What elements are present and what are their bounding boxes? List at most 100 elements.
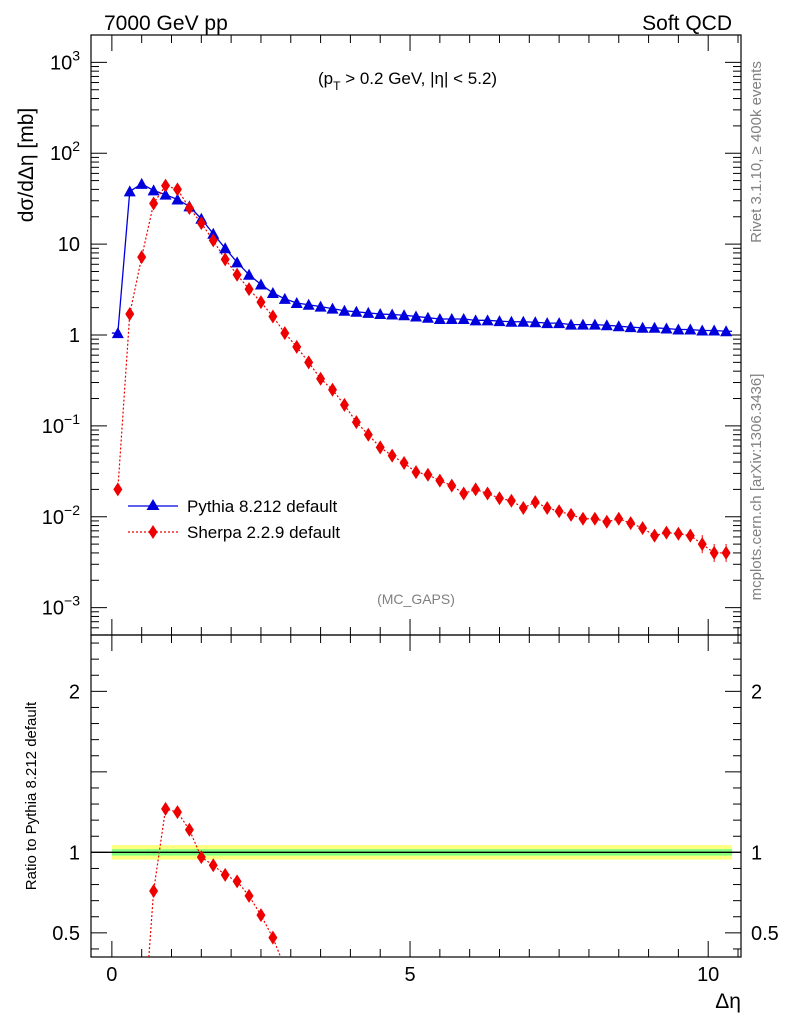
mcplots-label: mcplots.cern.ch [arXiv:1306.3436]: [748, 374, 765, 601]
y-tick-label-base: 10: [42, 507, 64, 529]
x-tick-label: 5: [404, 964, 415, 986]
pythia-point: [517, 315, 530, 327]
sherpa-point: [113, 482, 123, 497]
sherpa-point: [220, 252, 230, 267]
sherpa-point: [280, 326, 290, 341]
sherpa-point: [554, 504, 564, 519]
sherpa-ratio-point: [161, 801, 171, 816]
y-tick-label-exponent: −2: [64, 502, 80, 518]
y-tick-label-main: 10: [58, 234, 80, 256]
y-tick-label-base: 10: [50, 52, 72, 74]
sherpa-point: [351, 415, 361, 430]
y-axis-title-main: dσ/dΔη [mb]: [15, 108, 38, 223]
y-tick-label-main: 10−2: [42, 502, 80, 529]
sherpa-point: [172, 182, 182, 197]
pythia-point: [481, 314, 494, 326]
sherpa-point: [566, 507, 576, 522]
pythia-point: [386, 308, 399, 320]
y-tick-label-main: 10−1: [42, 411, 80, 438]
y-tick-label-base: 10: [58, 234, 80, 256]
sherpa-ratio-point: [184, 822, 194, 837]
sherpa-point: [339, 397, 349, 412]
sherpa-point: [137, 250, 147, 265]
y-tick-label-base: 10: [50, 143, 72, 165]
header-collision-label: 7000 GeV pp: [104, 12, 228, 35]
pythia-point: [445, 312, 458, 324]
pythia-point: [254, 278, 267, 290]
sherpa-point: [304, 355, 314, 370]
header-process-label: Soft QCD: [642, 12, 732, 35]
sherpa-point: [435, 473, 445, 488]
pythia-point: [135, 177, 148, 189]
main-panel-frame: [90, 34, 742, 636]
y-tick-label-ratio-right: 2: [751, 681, 762, 703]
sherpa-point: [375, 440, 385, 455]
sherpa-ratio-point: [244, 888, 254, 903]
pythia-point: [493, 315, 506, 327]
pythia-point: [600, 319, 613, 331]
pythia-point: [243, 268, 256, 280]
sherpa-point: [232, 267, 242, 282]
y-tick-label-ratio-right: 0.5: [751, 923, 779, 945]
y-tick-label-exponent: 3: [72, 47, 80, 63]
sherpa-point: [363, 427, 373, 442]
legend-pythia-marker: [146, 499, 160, 510]
x-tick-label: 10: [697, 964, 719, 986]
pythia-point: [457, 312, 470, 324]
ratio-uncertainty-band: [91, 845, 741, 860]
cut-text-rest: > 0.2 GeV, |η| < 5.2): [340, 69, 497, 88]
pythia-point: [314, 300, 327, 312]
pythia-point: [708, 324, 721, 336]
sherpa-point: [387, 448, 397, 463]
sherpa-point: [650, 528, 660, 543]
sherpa-point: [447, 478, 457, 493]
y-tick-label-ratio-right: 1: [751, 842, 762, 864]
y-tick-label-ratio-left: 1: [69, 842, 80, 864]
sherpa-point: [530, 495, 540, 510]
y-tick-label-ratio-left: 0.5: [52, 923, 80, 945]
legend-sherpa-marker: [148, 525, 158, 539]
analysis-label: (MC_GAPS): [377, 591, 455, 607]
pythia-point: [326, 302, 339, 314]
sherpa-point: [590, 511, 600, 526]
pythia-point: [576, 318, 589, 330]
ratio-panel-frame: [90, 634, 742, 958]
sherpa-point: [542, 500, 552, 515]
cut-text-subscript: T: [333, 79, 341, 93]
pythia-point: [231, 256, 244, 268]
y-tick-label-ratio-left: 2: [69, 681, 80, 703]
sherpa-point: [506, 493, 516, 508]
pythia-point: [636, 321, 649, 333]
pythia-point: [398, 309, 411, 321]
legend-sherpa-label: Sherpa 2.2.9 default: [187, 523, 340, 542]
legend: Pythia 8.212 default Sherpa 2.2.9 defaul…: [128, 497, 340, 542]
pythia-point: [147, 184, 160, 196]
axis-ticks: [91, 34, 741, 957]
pythia-point: [338, 304, 351, 316]
pythia-point: [588, 318, 601, 330]
sherpa-point: [196, 216, 206, 231]
pythia-point: [123, 185, 136, 197]
y-tick-label-base: 10: [42, 598, 64, 620]
pythia-point: [302, 298, 315, 310]
pythia-point: [684, 323, 697, 335]
sherpa-point: [721, 545, 731, 560]
sherpa-point: [244, 282, 254, 297]
cut-text-start: (p: [318, 69, 333, 88]
pythia-point: [362, 306, 375, 318]
sherpa-ratio-point: [232, 874, 242, 889]
sherpa-point: [328, 382, 338, 397]
y-tick-label-exponent: −1: [64, 411, 80, 427]
sherpa-point: [459, 486, 469, 501]
pythia-point: [720, 325, 733, 337]
sherpa-point: [638, 521, 648, 536]
pythia-point: [111, 327, 124, 339]
sherpa-point: [256, 295, 266, 310]
pythia-point: [219, 242, 232, 254]
x-tick-label: 0: [106, 964, 117, 986]
sherpa-point: [697, 537, 707, 552]
sherpa-ratio-point: [196, 850, 206, 865]
sherpa-point: [292, 339, 302, 354]
pythia-point: [469, 314, 482, 326]
